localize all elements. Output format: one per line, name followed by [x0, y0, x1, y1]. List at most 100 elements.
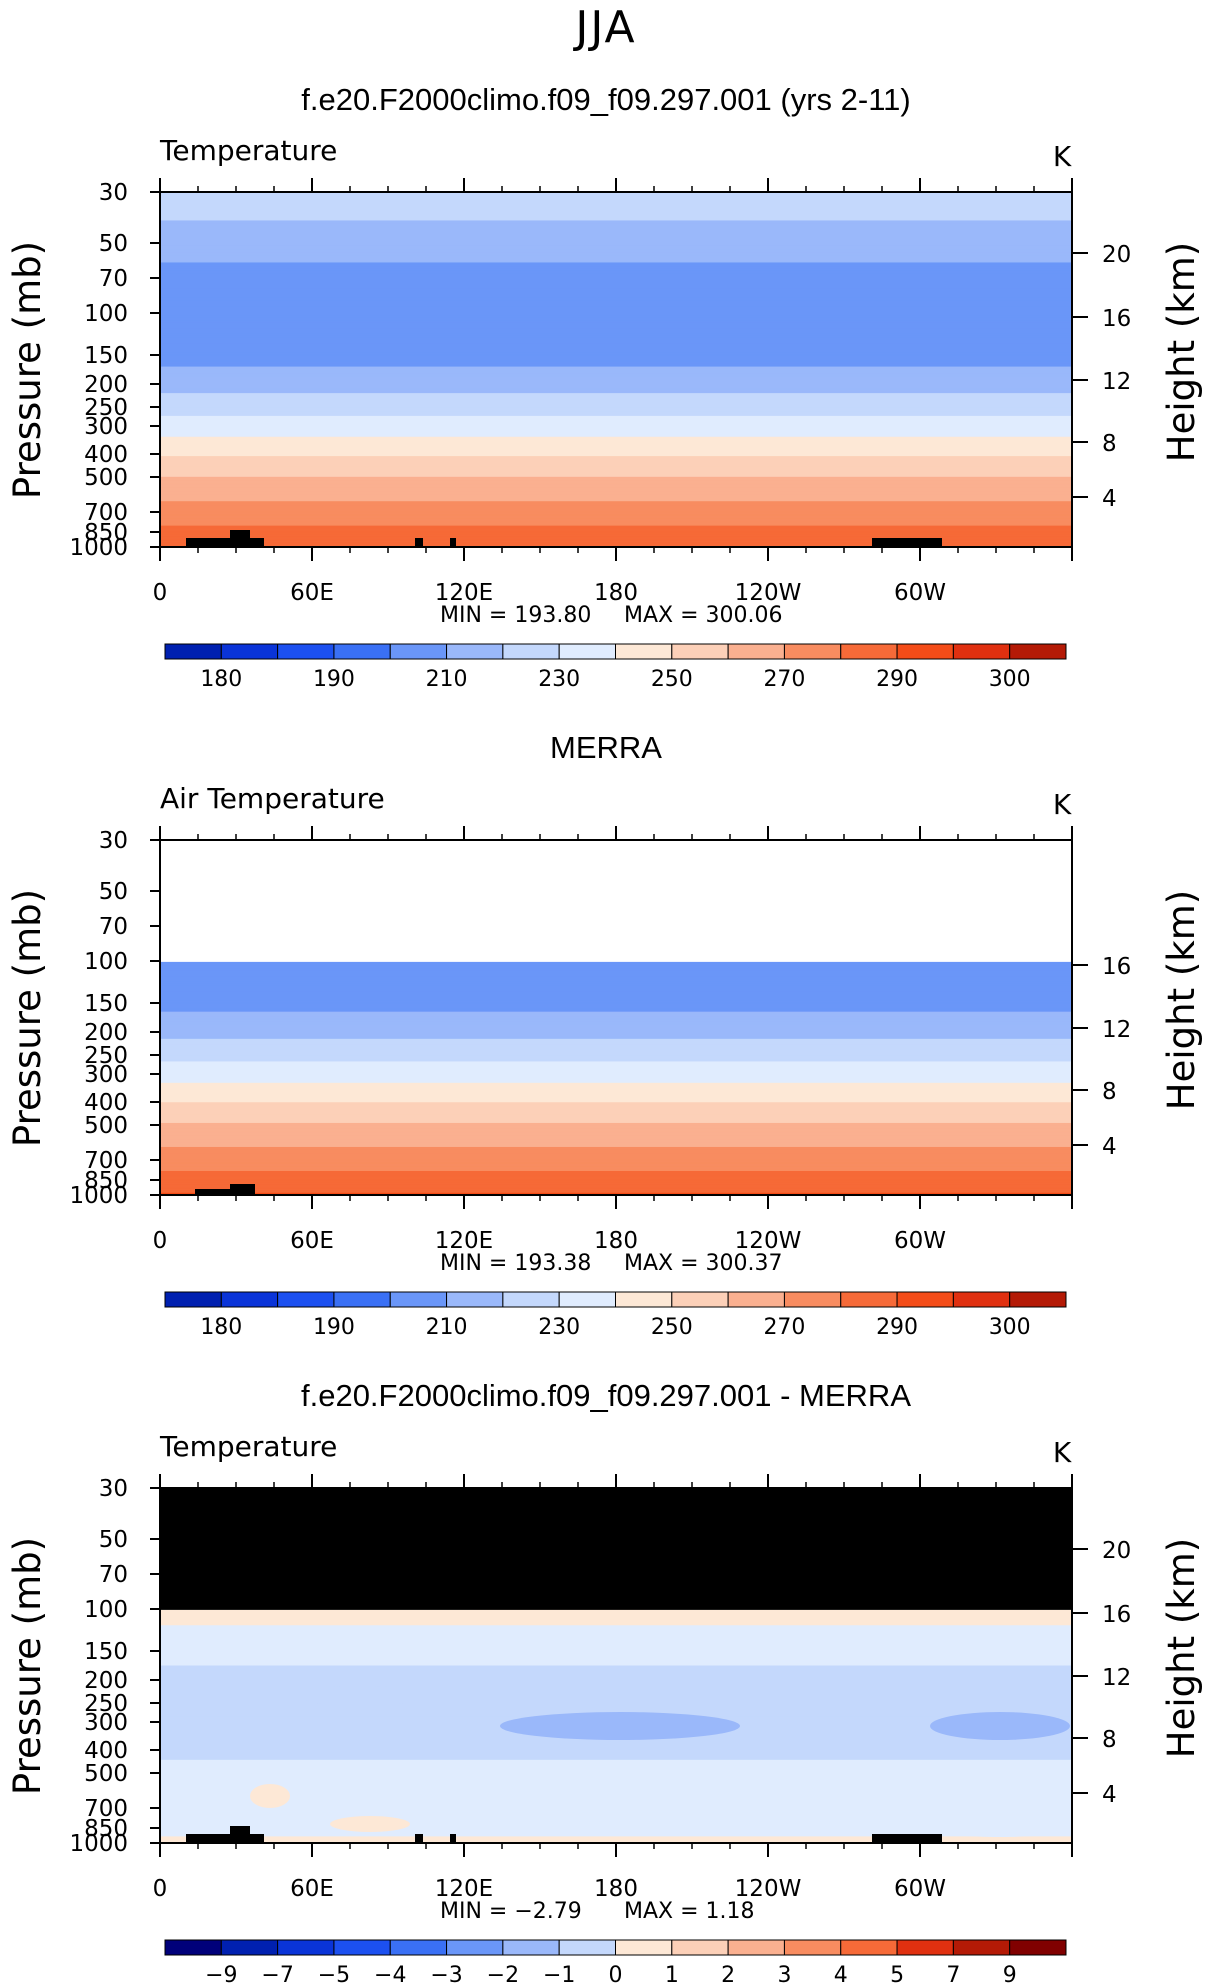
colorbar-box [1009, 643, 1067, 660]
pressure-tick-label: 250 [84, 1043, 128, 1069]
pressure-tick-label: 300 [84, 1710, 128, 1736]
contour-band [160, 1656, 1072, 1659]
contour-band [160, 1747, 1072, 1749]
contour-band [160, 1742, 1072, 1744]
colorbar-box [1009, 1939, 1067, 1956]
contour-band [160, 978, 1072, 980]
contour-band [160, 229, 1072, 231]
pressure-tick-label: 400 [84, 1738, 128, 1764]
contour-band [160, 203, 1072, 205]
contour-band [160, 215, 1072, 217]
contour-band [160, 1805, 1072, 1807]
contour-band [160, 294, 1072, 296]
height-tick-label: 16 [1102, 954, 1131, 980]
contour-band [160, 1791, 1072, 1794]
contour-band [160, 296, 1072, 298]
contour-band [160, 1677, 1072, 1679]
contour-band [160, 1674, 1072, 1677]
contour-band [160, 976, 1072, 978]
colorbar-box [840, 1291, 898, 1308]
colorbar-box [840, 1939, 898, 1956]
contour-band [160, 298, 1072, 300]
contour-band [160, 1789, 1072, 1792]
pressure-tick-label: 200 [84, 1020, 128, 1046]
panel-3: f.e20.F2000climo.f09_f09.297.001 - MERRA… [6, 1378, 1203, 1987]
colorbar-box [727, 643, 785, 660]
contour-band [160, 963, 1072, 966]
contour-band [160, 229, 1072, 232]
contour-band [160, 331, 1072, 333]
contour-band [160, 1793, 1072, 1795]
lon-tick-label: 0 [153, 580, 168, 606]
contour-band [160, 989, 1072, 992]
colorbar-box [671, 1939, 729, 1956]
contour-band [160, 297, 1072, 299]
contour-band [160, 242, 1072, 245]
contour-band [160, 209, 1072, 211]
colorbar-box [389, 1939, 448, 1956]
contour-band [160, 348, 1072, 350]
contour-band [160, 1626, 1072, 1628]
contour-band [160, 306, 1072, 308]
contour-band [160, 1806, 1072, 1808]
contour-band [160, 320, 1072, 322]
colorbar-label: −4 [374, 1963, 406, 1987]
pressure-tick-label: 850 [84, 1816, 128, 1842]
contour-band [160, 991, 1072, 993]
contour-band [160, 322, 1072, 324]
min-label: MIN = 193.38 [440, 1251, 591, 1276]
contour-band [160, 968, 1072, 971]
panel-title: f.e20.F2000climo.f09_f09.297.001 (yrs 2-… [301, 82, 910, 117]
contour-band [160, 240, 1072, 242]
colorbar-label: 2 [721, 1963, 735, 1987]
pressure-tick-label: 400 [84, 1090, 128, 1116]
contour-band [160, 1664, 1072, 1666]
colorbar-box [446, 1939, 504, 1956]
contour-band [160, 1645, 1072, 1648]
contour-band [160, 337, 1072, 340]
contour-band [160, 1775, 1072, 1777]
contour-band [160, 299, 1072, 301]
contour-band [160, 213, 1072, 216]
contour-band [160, 1800, 1072, 1802]
contour-band [160, 210, 1072, 212]
lon-tick-label: 180 [594, 1228, 638, 1254]
contour-band [160, 1000, 1072, 1002]
contour-band [160, 1745, 1072, 1748]
contour-band [160, 1652, 1072, 1654]
contour-band [160, 301, 1072, 304]
contour-band [160, 283, 1072, 285]
contour-band [160, 1800, 1072, 1803]
colorbar-label: 230 [538, 667, 580, 692]
contour-band [160, 1788, 1072, 1790]
contour-band [160, 972, 1072, 975]
lon-tick-label: 60W [894, 580, 946, 606]
contour-band [160, 1665, 1072, 1667]
contour-band [160, 1658, 1072, 1661]
units-label: K [1053, 140, 1072, 173]
colorbar-label: −7 [261, 1963, 293, 1987]
panel-1: f.e20.F2000climo.f09_f09.297.001 (yrs 2-… [6, 82, 1203, 692]
contour-band [160, 312, 1072, 314]
lon-tick-label: 60W [894, 1228, 946, 1254]
contour-band [160, 211, 1072, 214]
contour-band [160, 992, 1072, 994]
contour-band [160, 315, 1072, 318]
height-tick-label: 4 [1102, 1134, 1117, 1160]
pressure-tick-label: 100 [84, 949, 128, 975]
topography-mask [415, 1834, 423, 1843]
pressure-tick-label: 200 [84, 1668, 128, 1694]
contour-band [160, 1779, 1072, 1782]
contour-band [160, 345, 1072, 347]
colorbar-box [220, 1291, 279, 1308]
min-label: MIN = 193.80 [440, 603, 591, 628]
contour-band [160, 309, 1072, 311]
contour-band [160, 338, 1072, 340]
contour-band [160, 289, 1072, 291]
contour-band [160, 979, 1072, 981]
panel-title: MERRA [550, 730, 662, 765]
contour-band [160, 1677, 1072, 1680]
contour-band [160, 1634, 1072, 1637]
contour-band [160, 1746, 1072, 1748]
colorbar-label: 0 [609, 1963, 623, 1987]
